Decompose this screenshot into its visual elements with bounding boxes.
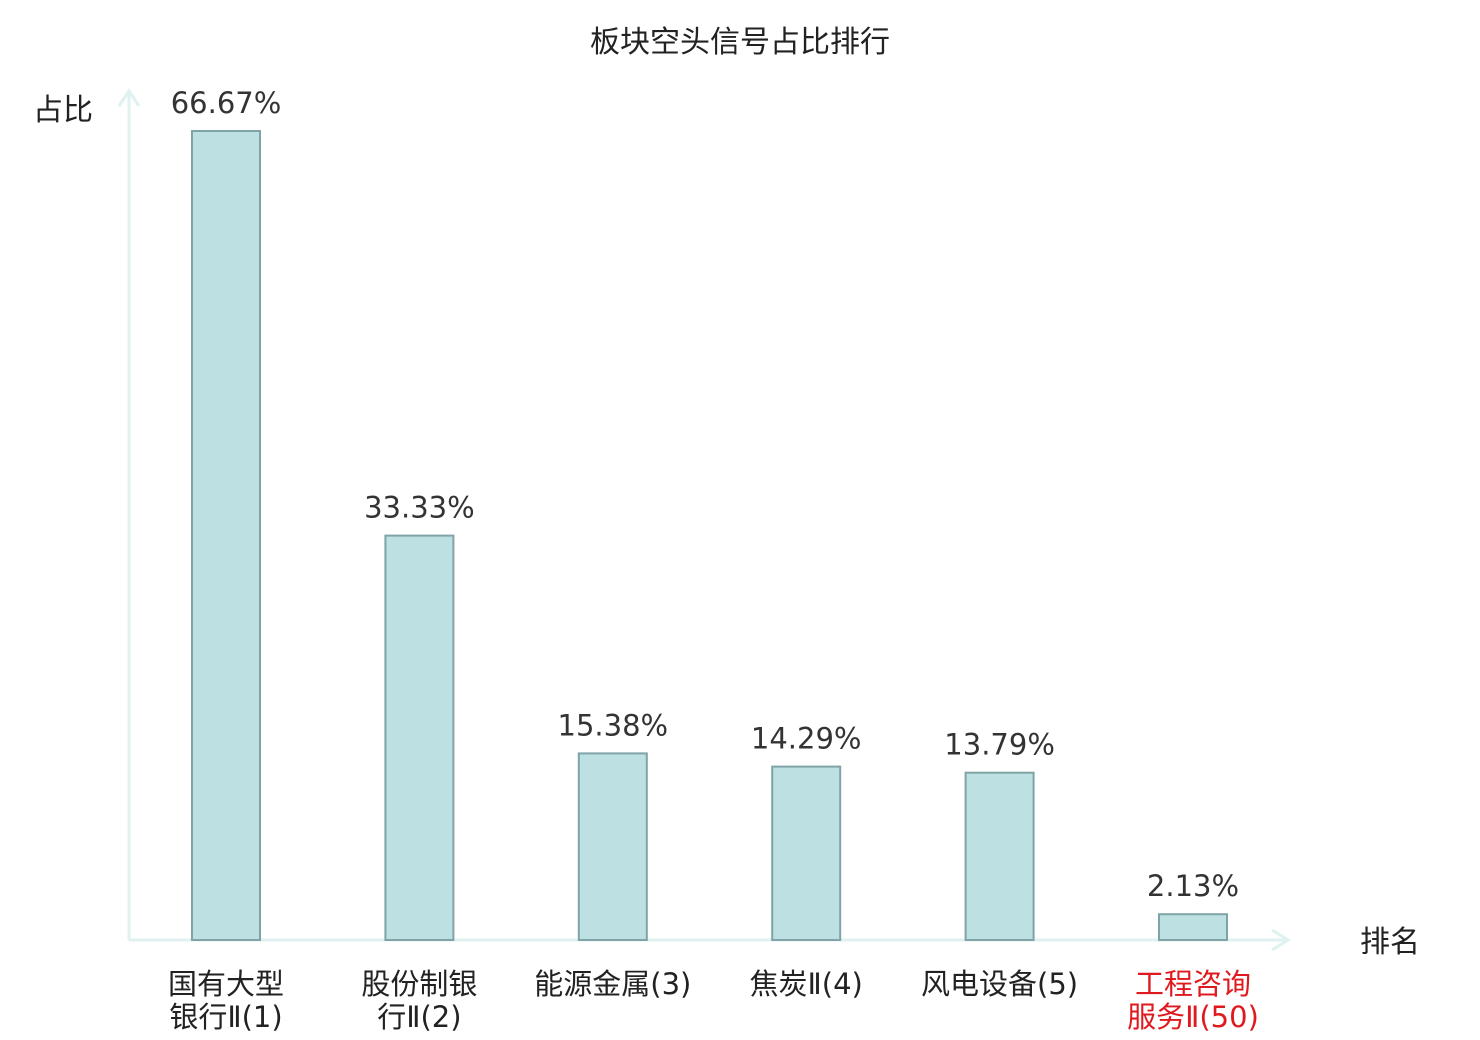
chart-title: 板块空头信号占比排行 <box>590 25 890 60</box>
bar <box>771 765 842 941</box>
category-label: 股份制银行Ⅱ(2) <box>361 967 477 1034</box>
value-labels-group: 66.67% 33.33% 15.38% 14.29% 13.79% 2.13% <box>171 86 1239 903</box>
category-label: 工程咨询服务Ⅱ(50) <box>1127 967 1259 1034</box>
value-label: 33.33% <box>364 491 475 525</box>
bar <box>1158 913 1228 942</box>
value-label: 14.29% <box>751 722 862 756</box>
bar <box>384 534 455 941</box>
category-label-line: 行Ⅱ(2) <box>377 1000 461 1034</box>
category-label-line: 焦炭Ⅱ(4) <box>750 967 863 1001</box>
category-label: 焦炭Ⅱ(4) <box>750 967 863 1001</box>
bar <box>964 771 1035 942</box>
value-label: 15.38% <box>558 708 669 742</box>
x-axis-label: 排名 <box>1360 925 1420 960</box>
value-label: 13.79% <box>944 728 1055 762</box>
value-label: 2.13% <box>1147 869 1239 903</box>
axes <box>117 88 1291 952</box>
y-axis-arrow <box>117 88 141 107</box>
x-axis-arrow <box>1271 928 1291 952</box>
category-label-line: 服务Ⅱ(50) <box>1127 1000 1259 1034</box>
category-label-line: 国有大型 <box>168 967 284 1001</box>
category-label-line: 风电设备(5) <box>921 967 1078 1001</box>
category-label: 国有大型银行Ⅱ(1) <box>168 967 284 1034</box>
category-labels-group: 国有大型银行Ⅱ(1) 股份制银行Ⅱ(2) 能源金属(3) 焦炭Ⅱ(4) 风电设备(5) 工… <box>168 967 1259 1034</box>
bar <box>577 752 648 942</box>
value-label: 66.67% <box>171 86 282 120</box>
category-label-line: 工程咨询 <box>1135 967 1251 1001</box>
category-label-line: 银行Ⅱ(1) <box>169 1000 282 1034</box>
category-label-line: 股份制银 <box>361 967 477 1001</box>
bars-group <box>191 130 1228 942</box>
y-axis-label: 占比 <box>33 93 93 128</box>
bar <box>191 130 261 941</box>
category-label: 风电设备(5) <box>921 967 1078 1001</box>
category-label-line: 能源金属(3) <box>534 967 691 1001</box>
category-label: 能源金属(3) <box>534 967 691 1001</box>
